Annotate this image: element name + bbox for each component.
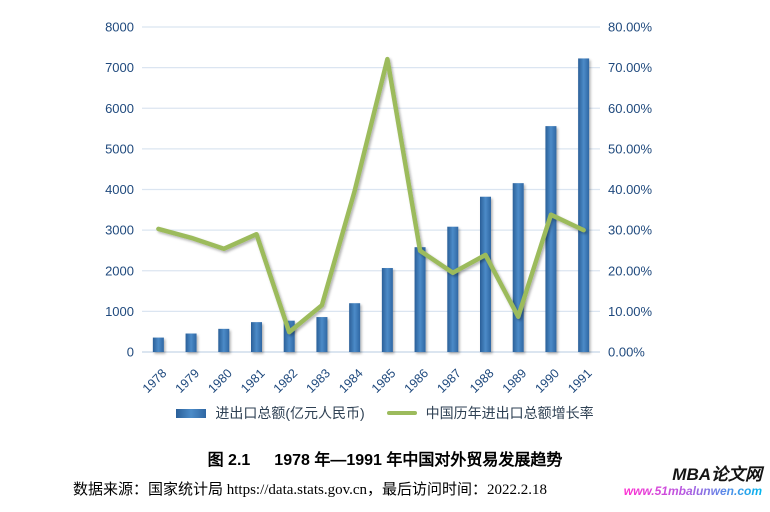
x-axis-label-1984: 1984 (336, 366, 366, 396)
figure-caption: 图 2.1 1978 年—1991 年中国对外贸易发展趋势 (0, 446, 770, 470)
bar-1988 (480, 196, 491, 352)
figure-title: 1978 年—1991 年中国对外贸易发展趋势 (274, 452, 563, 469)
bar-1983 (316, 317, 328, 352)
x-axis-label-1987: 1987 (434, 366, 464, 396)
growth-rate-line (156, 56, 586, 335)
legend-item-line: 中国历年进出口总额增长率 (386, 403, 594, 423)
data-source-note: 数据来源：国家统计局 https://data.stats.gov.cn，最后访… (73, 482, 548, 498)
x-axis-label-1981: 1981 (238, 366, 268, 396)
y-axis-left-tick-3000: 3000 (105, 223, 134, 238)
x-axis-label-1985: 1985 (369, 366, 399, 396)
y-axis-left-tick-0: 0 (127, 345, 134, 360)
bar-series (152, 58, 590, 352)
bar-1990 (545, 126, 557, 352)
bar-1981 (251, 322, 262, 352)
bar-1980 (218, 328, 230, 352)
x-axis-label-1989: 1989 (500, 366, 530, 396)
x-axis-label-1980: 1980 (205, 366, 235, 396)
line-series-swatch (386, 411, 417, 415)
watermark-site-name: MBA论文网 (672, 465, 762, 484)
bar-1987 (447, 226, 459, 352)
y-axis-right-tick-20.00%: 20.00% (608, 263, 653, 278)
chart-legend: 进出口总额(亿元人民币) 中国历年进出口总额增长率 (0, 403, 770, 423)
legend-bar-label: 进出口总额(亿元人民币) (215, 405, 365, 421)
bar-1982 (283, 320, 295, 352)
x-axis-label-1983: 1983 (303, 366, 333, 396)
legend-item-bar: 进出口总额(亿元人民币) (176, 403, 365, 423)
watermark: MBA论文网 www.51mbalunwen.com (624, 465, 762, 498)
bar-1986 (414, 247, 426, 352)
y-axis-left-tick-4000: 4000 (105, 182, 134, 197)
x-axis-label-1991: 1991 (565, 366, 595, 396)
bar-1989 (512, 183, 524, 352)
y-axis-left-tick-1000: 1000 (105, 304, 134, 319)
bar-1978 (152, 337, 164, 352)
bar-series-swatch (176, 408, 207, 418)
y-axis-left-tick-8000: 8000 (105, 20, 134, 35)
bar-1985 (381, 268, 393, 352)
y-axis-right-tick-50.00%: 50.00% (608, 141, 653, 156)
legend-line-label: 中国历年进出口总额增长率 (425, 405, 594, 421)
bar-1979 (185, 333, 197, 352)
y-axis-right-tick-10.00%: 10.00% (608, 304, 653, 319)
x-axis-label-1978: 1978 (140, 366, 170, 396)
y-axis-right-tick-70.00%: 70.00% (608, 60, 653, 75)
x-axis-label-1982: 1982 (271, 366, 301, 396)
x-axis-label-1986: 1986 (402, 366, 432, 396)
y-axis-right-tick-0.00%: 0.00% (608, 345, 645, 360)
bar-1984 (349, 303, 361, 352)
y-axis-left-tick-2000: 2000 (105, 263, 134, 278)
y-axis-left-tick-6000: 6000 (105, 101, 134, 116)
y-axis-right-tick-40.00%: 40.00% (608, 182, 653, 197)
trade-trend-chart: 0 0.00% 1000 10.00% 2000 20.00% 3000 30.00% 4000… (105, 20, 653, 396)
x-axis-label-1979: 1979 (173, 366, 203, 396)
y-axis-left-tick-5000: 5000 (105, 141, 134, 156)
x-axis-label-1988: 1988 (467, 366, 497, 396)
watermark-site-url: www.51mbalunwen.com (623, 483, 762, 498)
y-axis-right-tick-80.00%: 80.00% (608, 20, 653, 35)
y-axis-left-tick-7000: 7000 (105, 60, 134, 75)
y-axis-right-tick-30.00%: 30.00% (608, 223, 653, 238)
bar-1991 (578, 58, 590, 352)
x-axis-label-1990: 1990 (532, 366, 562, 396)
figure-number: 图 2.1 (207, 452, 251, 469)
y-axis-right-tick-60.00%: 60.00% (608, 101, 653, 116)
